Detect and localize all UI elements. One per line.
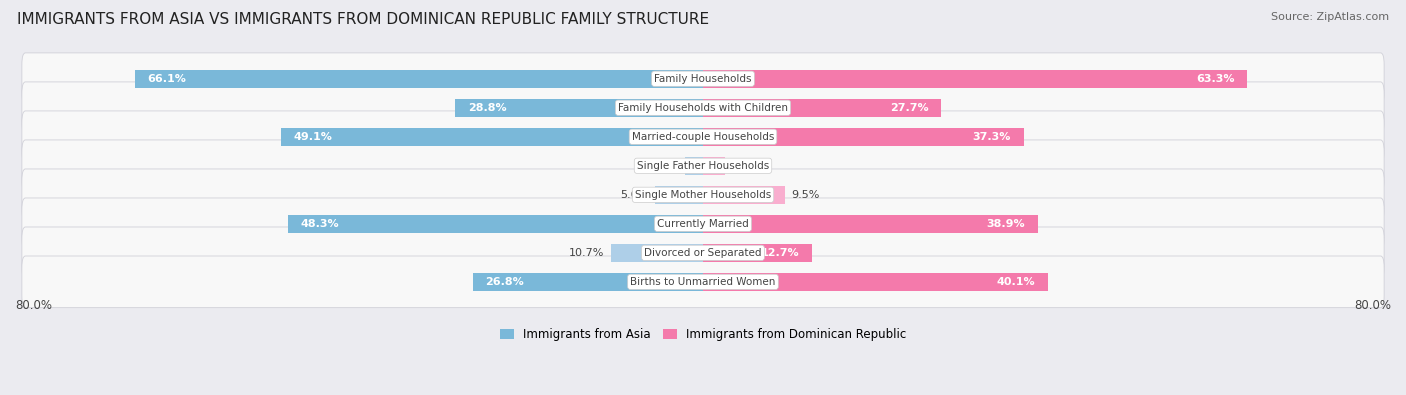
Text: 10.7%: 10.7%	[568, 248, 605, 258]
Bar	[703, 186, 785, 204]
Bar	[288, 215, 703, 233]
FancyBboxPatch shape	[22, 82, 1384, 134]
Bar	[685, 157, 703, 175]
Bar	[281, 128, 703, 146]
Text: 80.0%: 80.0%	[1354, 299, 1391, 312]
Text: Currently Married: Currently Married	[657, 219, 749, 229]
FancyBboxPatch shape	[22, 169, 1384, 220]
Legend: Immigrants from Asia, Immigrants from Dominican Republic: Immigrants from Asia, Immigrants from Do…	[495, 323, 911, 346]
Bar	[703, 273, 1047, 291]
Text: 5.6%: 5.6%	[620, 190, 648, 200]
Text: 80.0%: 80.0%	[15, 299, 52, 312]
Bar	[703, 244, 813, 262]
Text: Source: ZipAtlas.com: Source: ZipAtlas.com	[1271, 12, 1389, 22]
Bar	[456, 99, 703, 117]
FancyBboxPatch shape	[22, 111, 1384, 163]
Text: 40.1%: 40.1%	[997, 277, 1035, 287]
Text: 2.1%: 2.1%	[650, 161, 678, 171]
Bar	[135, 70, 703, 88]
Text: 49.1%: 49.1%	[294, 132, 332, 142]
Bar	[472, 273, 703, 291]
Bar	[655, 186, 703, 204]
Text: Family Households with Children: Family Households with Children	[619, 103, 787, 113]
Text: Married-couple Households: Married-couple Households	[631, 132, 775, 142]
FancyBboxPatch shape	[22, 140, 1384, 192]
FancyBboxPatch shape	[22, 53, 1384, 105]
Text: 48.3%: 48.3%	[301, 219, 339, 229]
Text: 9.5%: 9.5%	[792, 190, 820, 200]
Text: 27.7%: 27.7%	[890, 103, 928, 113]
Text: IMMIGRANTS FROM ASIA VS IMMIGRANTS FROM DOMINICAN REPUBLIC FAMILY STRUCTURE: IMMIGRANTS FROM ASIA VS IMMIGRANTS FROM …	[17, 12, 709, 27]
Text: 63.3%: 63.3%	[1197, 74, 1234, 84]
Bar	[703, 70, 1247, 88]
Bar	[612, 244, 703, 262]
Text: 66.1%: 66.1%	[148, 74, 187, 84]
Bar	[703, 99, 941, 117]
Text: 38.9%: 38.9%	[986, 219, 1025, 229]
Bar	[703, 157, 725, 175]
Bar	[703, 215, 1038, 233]
Text: 37.3%: 37.3%	[973, 132, 1011, 142]
Text: Single Mother Households: Single Mother Households	[636, 190, 770, 200]
Text: Single Father Households: Single Father Households	[637, 161, 769, 171]
FancyBboxPatch shape	[22, 227, 1384, 278]
Text: Divorced or Separated: Divorced or Separated	[644, 248, 762, 258]
FancyBboxPatch shape	[22, 198, 1384, 250]
Text: 12.7%: 12.7%	[761, 248, 800, 258]
Text: 2.6%: 2.6%	[733, 161, 761, 171]
Text: Births to Unmarried Women: Births to Unmarried Women	[630, 277, 776, 287]
Text: 28.8%: 28.8%	[468, 103, 506, 113]
FancyBboxPatch shape	[22, 256, 1384, 308]
Text: Family Households: Family Households	[654, 74, 752, 84]
Bar	[703, 128, 1024, 146]
Text: 26.8%: 26.8%	[485, 277, 524, 287]
